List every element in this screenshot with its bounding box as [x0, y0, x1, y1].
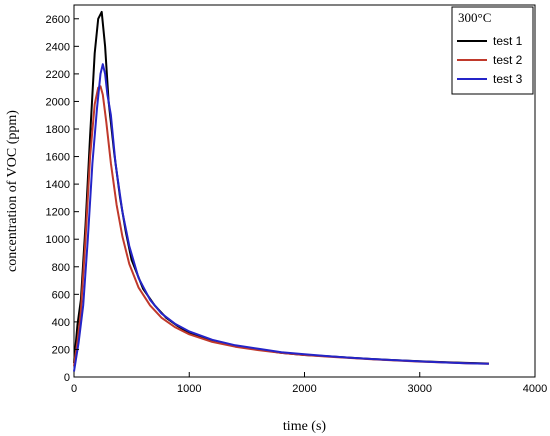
y-tick-label: 2600	[46, 14, 70, 26]
y-tick-label: 2000	[46, 96, 70, 108]
y-tick-label: 2200	[46, 69, 70, 81]
x-tick-label: 0	[71, 383, 77, 395]
legend-entries: test 1 test 2 test 3	[457, 34, 523, 86]
y-tick-label: 2400	[46, 41, 70, 53]
y-tick-label: 1000	[46, 234, 70, 246]
legend-label-test-1: test 1	[493, 34, 523, 48]
x-axis-title: time (s)	[283, 419, 326, 434]
y-tick-label: 0	[64, 372, 70, 384]
series-line-test-2	[73, 85, 489, 367]
legend-label-test-3: test 3	[493, 72, 523, 86]
y-tick-label: 1400	[46, 179, 70, 191]
legend-label-test-2: test 2	[493, 53, 523, 67]
y-tick-label: 600	[52, 289, 70, 301]
y-tick-label: 1200	[46, 207, 70, 219]
series-line-test-3	[73, 63, 489, 372]
legend-title: 300°C	[458, 10, 491, 25]
y-tick-label: 400	[52, 317, 70, 329]
x-tick-label: 1000	[177, 383, 201, 395]
y-tick-label: 200	[52, 344, 70, 356]
y-tick-label: 1800	[46, 124, 70, 136]
legend: 300°C test 1 test 2 test 3	[451, 6, 534, 95]
series-line-test-1	[73, 10, 489, 365]
y-axis-title: concentration of VOC (ppm)	[5, 110, 20, 272]
y-tick-label: 1600	[46, 152, 70, 164]
ticks-layer: 0 1000 2000 3000 4000 0 200 400 600 800 1000 1200 14…	[46, 14, 548, 395]
x-tick-label: 4000	[523, 383, 547, 395]
series-layer	[73, 10, 489, 372]
x-tick-label: 3000	[408, 383, 432, 395]
x-tick-label: 2000	[292, 383, 316, 395]
y-tick-label: 800	[52, 262, 70, 274]
